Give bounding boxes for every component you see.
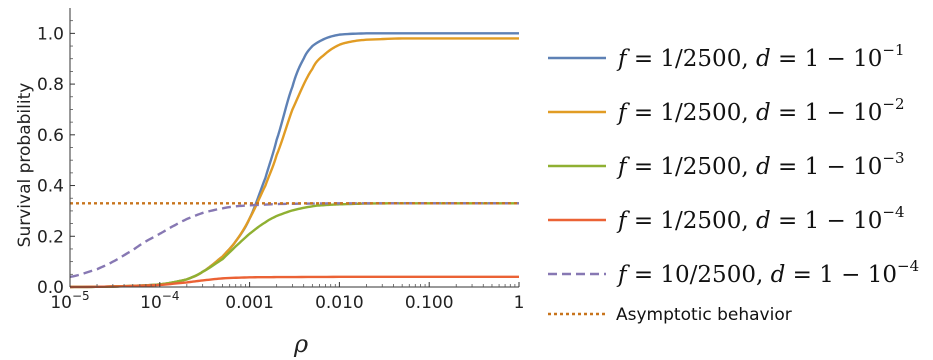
- legend-item-3: f = 1/2500, d = 1 − 10−3: [548, 149, 905, 180]
- x-tick-label: 0.001: [225, 293, 274, 313]
- series-line-4: [69, 275, 519, 289]
- series-line-2: [69, 37, 519, 289]
- x-tick-label: 0.100: [405, 293, 454, 313]
- legend-label: f = 10/2500, d = 1 − 10−4: [616, 257, 919, 288]
- y-tick-label: 1.0: [37, 24, 64, 44]
- y-axis-ticks: 0.0 0.2 0.4 0.6 0.8 1.0: [37, 20, 75, 298]
- legend-label: f = 1/2500, d = 1 − 10−4: [616, 203, 905, 234]
- y-axis-label: Survival probability: [15, 83, 35, 248]
- legend-item-6: Asymptotic behavior: [548, 305, 792, 325]
- x-axis-ticks: 10−5 10−4 0.001 0.010 0.100 1: [50, 282, 524, 313]
- legend-item-2: f = 1/2500, d = 1 − 10−2: [548, 95, 905, 126]
- series-line-3: [69, 202, 519, 289]
- series-line-5: [69, 202, 519, 279]
- y-tick-label: 0.6: [37, 126, 64, 146]
- legend-item-4: f = 1/2500, d = 1 − 10−4: [548, 203, 905, 234]
- legend: f = 1/2500, d = 1 − 10−1 f = 1/2500, d = …: [548, 41, 919, 325]
- x-tick-label: 10−5: [50, 289, 89, 313]
- y-tick-label: 0.0: [37, 278, 64, 298]
- x-tick-label: 10−4: [140, 289, 179, 313]
- x-tick-label: 0.010: [315, 293, 364, 313]
- series-line-1: [69, 32, 519, 289]
- legend-label: f = 1/2500, d = 1 − 10−3: [616, 149, 905, 180]
- x-tick-label: 1: [514, 293, 525, 313]
- legend-item-5: f = 10/2500, d = 1 − 10−4: [548, 257, 919, 288]
- legend-label: Asymptotic behavior: [616, 305, 792, 325]
- x-axis-label: ρ: [293, 330, 308, 358]
- y-tick-label: 0.2: [37, 227, 64, 247]
- y-tick-label: 0.8: [37, 75, 64, 95]
- legend-label: f = 1/2500, d = 1 − 10−2: [616, 95, 905, 126]
- y-tick-label: 0.4: [37, 177, 64, 197]
- legend-item-1: f = 1/2500, d = 1 − 10−1: [548, 41, 905, 72]
- legend-label: f = 1/2500, d = 1 − 10−1: [616, 41, 905, 72]
- series-layer: [69, 32, 519, 289]
- plot-area: 10−5 10−4 0.001 0.010 0.100 1 0.0 0.2 0.4 0.6 0.8…: [37, 8, 524, 313]
